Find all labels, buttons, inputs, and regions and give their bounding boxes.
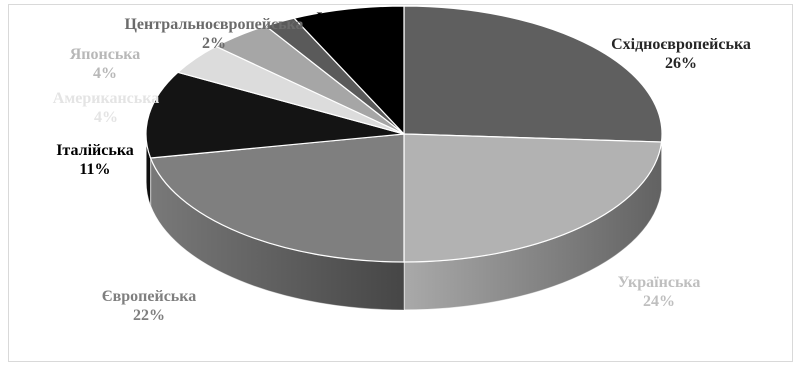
slice-name: Центральноєвропейська xyxy=(124,16,304,33)
pie-side-shade-3 xyxy=(146,134,151,206)
slice-label-2: Європейська 22% xyxy=(102,287,196,325)
chart-area: Східноєвропейська 26% Українська 24% Європей… xyxy=(8,4,793,362)
slice-label-3: Італійська 11% xyxy=(56,141,134,179)
slice-name: Східноєвропейська xyxy=(611,36,751,53)
slice-name: Японська xyxy=(69,46,141,63)
pie-chart xyxy=(145,5,663,311)
pie-slice-0 xyxy=(403,5,663,143)
slice-percent: 26% xyxy=(665,55,697,72)
pie-slice-2 xyxy=(149,133,405,263)
slice-percent: 22% xyxy=(133,307,165,324)
pie-slice-1 xyxy=(403,133,663,263)
slice-percent: 4% xyxy=(94,109,118,126)
pie-tops xyxy=(145,5,663,263)
slice-label-7: Інші 7% xyxy=(316,9,349,47)
slice-name: Американська xyxy=(52,90,160,107)
pie-slice-7 xyxy=(292,5,405,136)
slice-percent: 24% xyxy=(643,293,675,310)
slice-label-5: Японська 4% xyxy=(70,45,141,83)
slice-name: Українська xyxy=(617,274,701,291)
slice-label-0: Східноєвропейська 26% xyxy=(611,35,751,73)
slice-name: Європейська xyxy=(101,288,197,305)
pie-side-shade-2 xyxy=(150,157,404,310)
slice-label-6: Центральноєвропейська 2% xyxy=(124,15,303,53)
slice-percent: 7% xyxy=(321,29,345,46)
pie-slice-3 xyxy=(145,71,405,159)
slice-label-4: Американська 4% xyxy=(53,89,159,127)
slice-label-1: Українська 24% xyxy=(618,273,701,311)
slice-name: Інші xyxy=(316,10,350,27)
pie-side-shade-1 xyxy=(404,142,662,310)
slice-percent: 4% xyxy=(93,65,117,82)
slice-percent: 2% xyxy=(201,35,226,52)
slice-name: Італійська xyxy=(56,142,134,159)
slice-percent: 11% xyxy=(79,161,111,178)
